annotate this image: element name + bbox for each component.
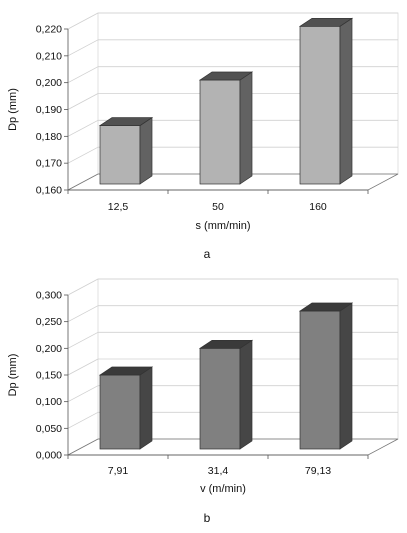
y-tick-label: 0,200 <box>36 77 62 89</box>
bar-top <box>198 339 254 349</box>
y-tick-label: 0,000 <box>36 450 62 462</box>
gridline-slant <box>67 358 99 376</box>
y-tick-label: 0,170 <box>36 158 62 170</box>
y-tick-label: 0,160 <box>36 185 62 197</box>
gridline-slant <box>67 278 99 296</box>
bar-side <box>239 339 253 450</box>
chart-caption: b <box>204 511 211 525</box>
gridline-slant <box>67 305 99 323</box>
y-axis-label: Dp (mm) <box>7 354 19 397</box>
bar-side <box>139 116 153 185</box>
x-axis-label: s (mm/min) <box>196 220 251 232</box>
x-tick-label: 160 <box>309 201 327 213</box>
bar-front <box>199 79 241 185</box>
bar-front <box>299 310 341 450</box>
bar-chart-a: 0,160 0,170 0,180 0,190 0,200 0,210 0,220 12,5 5… <box>7 12 399 261</box>
gridline-slant <box>67 66 99 84</box>
bar-top <box>98 366 154 376</box>
y-tick-label: 0,200 <box>36 343 62 355</box>
x-axis-label: v (m/min) <box>200 483 246 495</box>
gridline-slant <box>67 119 99 137</box>
bar <box>298 17 354 185</box>
bar-side <box>239 71 253 185</box>
x-tick-label: 7,91 <box>108 465 129 477</box>
gridline-slant <box>67 39 99 57</box>
x-tick-label: 79,13 <box>305 465 331 477</box>
y-tick-label: 0,050 <box>36 423 62 435</box>
y-tick-label: 0,180 <box>36 131 62 143</box>
gridline-slant <box>67 411 99 429</box>
y-tick-label: 0,250 <box>36 316 62 328</box>
bar-top <box>98 117 154 126</box>
bar-top <box>298 302 354 312</box>
chart-caption: a <box>204 247 211 261</box>
bar-chart-b: 0,000 0,050 0,100 0,150 0,200 0,250 0,300 7,91 3… <box>7 278 399 525</box>
y-tick-label: 0,190 <box>36 104 62 116</box>
bar <box>98 116 154 185</box>
bar-side <box>339 17 353 185</box>
y-tick-label: 0,300 <box>36 290 62 302</box>
x-tick-label: 12,5 <box>108 201 129 213</box>
bar-front <box>299 25 341 185</box>
bar-front <box>199 347 241 450</box>
bar-front <box>99 125 141 185</box>
bar <box>198 71 254 185</box>
bar <box>98 366 154 450</box>
x-tick-label: 31,4 <box>208 465 229 477</box>
bar-top <box>198 71 254 81</box>
bar <box>198 339 254 450</box>
bar-side <box>339 302 353 450</box>
y-tick-label: 0,100 <box>36 396 62 408</box>
gridline-slant <box>67 331 99 349</box>
gridline-slant <box>67 385 99 403</box>
bar-top <box>298 17 354 27</box>
y-axis-label: Dp (mm) <box>7 88 19 131</box>
gridline-slant <box>67 12 99 30</box>
gridline-slant <box>67 93 99 110</box>
x-tick-label: 50 <box>212 201 224 213</box>
y-tick-label: 0,210 <box>36 50 62 62</box>
y-tick-label: 0,220 <box>36 24 62 36</box>
bar-side <box>139 366 153 450</box>
bar-front <box>99 374 141 450</box>
y-tick-label: 0,150 <box>36 370 62 382</box>
gridline-slant <box>67 146 99 164</box>
bar <box>298 302 354 450</box>
